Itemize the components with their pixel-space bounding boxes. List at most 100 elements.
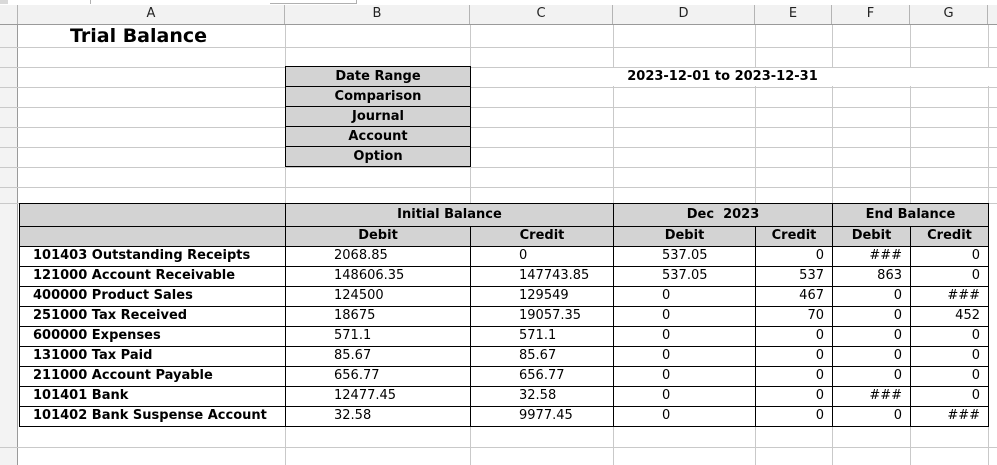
period-credit-cell[interactable]: 0 <box>756 347 833 367</box>
end-debit-cell[interactable]: 0 <box>833 327 911 347</box>
period-credit-cell[interactable]: 0 <box>756 367 833 387</box>
account-cell[interactable]: 251000 Tax Received <box>20 307 286 327</box>
period-debit-cell[interactable]: 537.05 <box>614 267 756 287</box>
period-credit-cell[interactable]: 537 <box>756 267 833 287</box>
initial-credit-cell[interactable]: 656.77 <box>471 367 614 387</box>
initial-debit-cell[interactable]: 148606.35 <box>286 267 471 287</box>
period-debit-cell[interactable]: 0 <box>614 287 756 307</box>
table-row: 211000 Account Payable 656.77 656.77 0 0… <box>20 367 989 387</box>
column-header-b[interactable]: B <box>285 5 470 24</box>
initial-debit-cell[interactable]: 12477.45 <box>286 387 471 407</box>
date-range-value[interactable]: 2023-12-01 to 2023-12-31 <box>627 69 818 84</box>
filter-cell-date-range[interactable]: Date Range <box>285 66 471 87</box>
initial-debit-cell[interactable]: 656.77 <box>286 367 471 387</box>
account-cell[interactable]: 101403 Outstanding Receipts <box>20 247 286 267</box>
end-debit-cell[interactable]: 863 <box>833 267 911 287</box>
initial-debit-cell[interactable]: 85.67 <box>286 347 471 367</box>
toolbar-remnant-fragment <box>90 0 91 4</box>
filter-cell-option[interactable]: Option <box>285 146 471 167</box>
column-header-f[interactable]: F <box>832 5 910 24</box>
period-debit-cell[interactable]: 0 <box>614 407 756 427</box>
column-header-e[interactable]: E <box>755 5 832 24</box>
account-cell[interactable]: 600000 Expenses <box>20 327 286 347</box>
end-debit-cell[interactable]: 0 <box>833 367 911 387</box>
period-credit-cell[interactable]: 0 <box>756 387 833 407</box>
initial-credit-cell[interactable]: 9977.45 <box>471 407 614 427</box>
end-credit-cell[interactable]: 0 <box>911 247 989 267</box>
period-credit-cell[interactable]: 0 <box>756 247 833 267</box>
sub-header-end-credit[interactable]: Credit <box>911 227 989 247</box>
period-debit-cell[interactable]: 0 <box>614 387 756 407</box>
period-debit-cell[interactable]: 0 <box>614 327 756 347</box>
group-header-row: Initial Balance Dec 2023 End Balance <box>20 204 989 227</box>
group-header-period[interactable]: Dec 2023 <box>614 204 833 227</box>
sub-header-period-debit[interactable]: Debit <box>614 227 756 247</box>
initial-debit-cell[interactable]: 571.1 <box>286 327 471 347</box>
filter-cell-journal[interactable]: Journal <box>285 106 471 127</box>
account-cell[interactable]: 101402 Bank Suspense Account <box>20 407 286 427</box>
column-header-partial[interactable] <box>988 5 997 24</box>
page-title[interactable]: Trial Balance <box>70 25 208 47</box>
end-debit-cell[interactable]: 0 <box>833 407 911 427</box>
end-credit-cell[interactable]: 0 <box>911 387 989 407</box>
sub-header-spacer[interactable] <box>20 227 286 247</box>
end-credit-cell[interactable]: 0 <box>911 347 989 367</box>
sub-header-initial-credit[interactable]: Credit <box>471 227 614 247</box>
end-debit-cell[interactable]: ### <box>833 387 911 407</box>
period-debit-cell[interactable]: 537.05 <box>614 247 756 267</box>
account-cell[interactable]: 131000 Tax Paid <box>20 347 286 367</box>
sub-header-row: Debit Credit Debit Credit Debit Credit <box>20 227 989 247</box>
period-credit-cell[interactable]: 0 <box>756 407 833 427</box>
initial-debit-cell[interactable]: 18675 <box>286 307 471 327</box>
initial-credit-cell[interactable]: 571.1 <box>471 327 614 347</box>
end-credit-cell[interactable]: 0 <box>911 267 989 287</box>
end-debit-cell[interactable]: 0 <box>833 347 911 367</box>
grid-line <box>0 87 997 88</box>
initial-credit-cell[interactable]: 129549 <box>471 287 614 307</box>
end-credit-cell[interactable]: ### <box>911 407 989 427</box>
sub-header-end-debit[interactable]: Debit <box>833 227 911 247</box>
period-credit-cell[interactable]: 0 <box>756 327 833 347</box>
column-header-corner[interactable] <box>0 5 18 24</box>
column-header-g[interactable]: G <box>910 5 988 24</box>
end-debit-cell[interactable]: 0 <box>833 287 911 307</box>
initial-credit-cell[interactable]: 19057.35 <box>471 307 614 327</box>
row-header-gutter[interactable] <box>0 25 18 465</box>
initial-debit-cell[interactable]: 2068.85 <box>286 247 471 267</box>
group-header-end-balance[interactable]: End Balance <box>833 204 989 227</box>
initial-debit-cell[interactable]: 124500 <box>286 287 471 307</box>
period-debit-cell[interactable]: 0 <box>614 367 756 387</box>
account-cell[interactable]: 101401 Bank <box>20 387 286 407</box>
initial-debit-cell[interactable]: 32.58 <box>286 407 471 427</box>
group-header-spacer[interactable] <box>20 204 286 227</box>
initial-credit-cell[interactable]: 85.67 <box>471 347 614 367</box>
end-credit-cell[interactable]: 0 <box>911 327 989 347</box>
initial-credit-cell[interactable]: 0 <box>471 247 614 267</box>
column-header-d[interactable]: D <box>613 5 755 24</box>
account-cell[interactable]: 400000 Product Sales <box>20 287 286 307</box>
group-header-initial-balance[interactable]: Initial Balance <box>286 204 614 227</box>
grid-line <box>0 447 997 448</box>
grid-line <box>0 187 997 188</box>
filter-cell-comparison[interactable]: Comparison <box>285 86 471 107</box>
account-cell[interactable]: 211000 Account Payable <box>20 367 286 387</box>
filter-cell-account[interactable]: Account <box>285 126 471 147</box>
sub-header-initial-debit[interactable]: Debit <box>286 227 471 247</box>
column-header-a[interactable]: A <box>18 5 285 24</box>
period-debit-cell[interactable]: 0 <box>614 307 756 327</box>
column-header-c[interactable]: C <box>470 5 613 24</box>
end-credit-cell[interactable]: 452 <box>911 307 989 327</box>
end-debit-cell[interactable]: 0 <box>833 307 911 327</box>
account-cell[interactable]: 121000 Account Receivable <box>20 267 286 287</box>
end-credit-cell[interactable]: 0 <box>911 367 989 387</box>
end-debit-cell[interactable]: ### <box>833 247 911 267</box>
initial-credit-cell[interactable]: 147743.85 <box>471 267 614 287</box>
grid-line <box>0 47 997 48</box>
period-credit-cell[interactable]: 467 <box>756 287 833 307</box>
initial-credit-cell[interactable]: 32.58 <box>471 387 614 407</box>
period-credit-cell[interactable]: 70 <box>756 307 833 327</box>
sub-header-period-credit[interactable]: Credit <box>756 227 833 247</box>
end-credit-cell[interactable]: ### <box>911 287 989 307</box>
period-debit-cell[interactable]: 0 <box>614 347 756 367</box>
grid-line <box>0 107 997 108</box>
